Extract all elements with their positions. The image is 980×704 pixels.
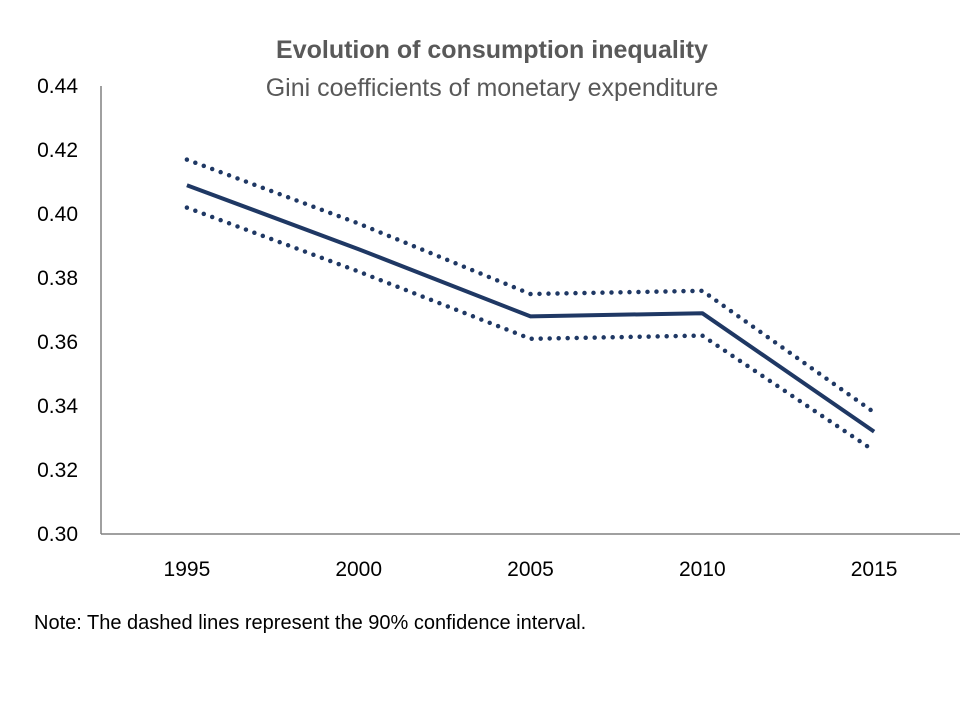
chart-title: Evolution of consumption inequality (276, 36, 708, 64)
y-tick-label: 0.34 (37, 395, 78, 418)
y-tick-label: 0.38 (37, 267, 78, 290)
upper-confidence-line (184, 157, 877, 415)
series-lines (184, 157, 877, 454)
lower-confidence-line (184, 205, 877, 454)
y-tick-label: 0.36 (37, 331, 78, 354)
y-tick-label: 0.42 (37, 139, 78, 162)
y-tick-labels: 0.30 0.32 0.34 0.36 0.38 0.40 0.42 0.44 (37, 75, 78, 546)
x-tick-labels: 1995 2000 2005 2010 2015 (164, 558, 898, 581)
chart-note: Note: The dashed lines represent the 90%… (34, 612, 587, 634)
x-tick-label: 2015 (851, 558, 898, 581)
x-tick-label: 2000 (335, 558, 382, 581)
gini-estimate-line (186, 183, 876, 434)
x-tick-label: 2005 (507, 558, 554, 581)
y-tick-label: 0.32 (37, 459, 78, 482)
y-tick-label: 0.40 (37, 203, 78, 226)
y-tick-label: 0.44 (37, 75, 78, 98)
chart-subtitle: Gini coefficients of monetary expenditur… (266, 74, 719, 102)
y-tick-label: 0.30 (37, 523, 78, 546)
x-tick-label: 2010 (679, 558, 726, 581)
x-tick-label: 1995 (164, 558, 211, 581)
